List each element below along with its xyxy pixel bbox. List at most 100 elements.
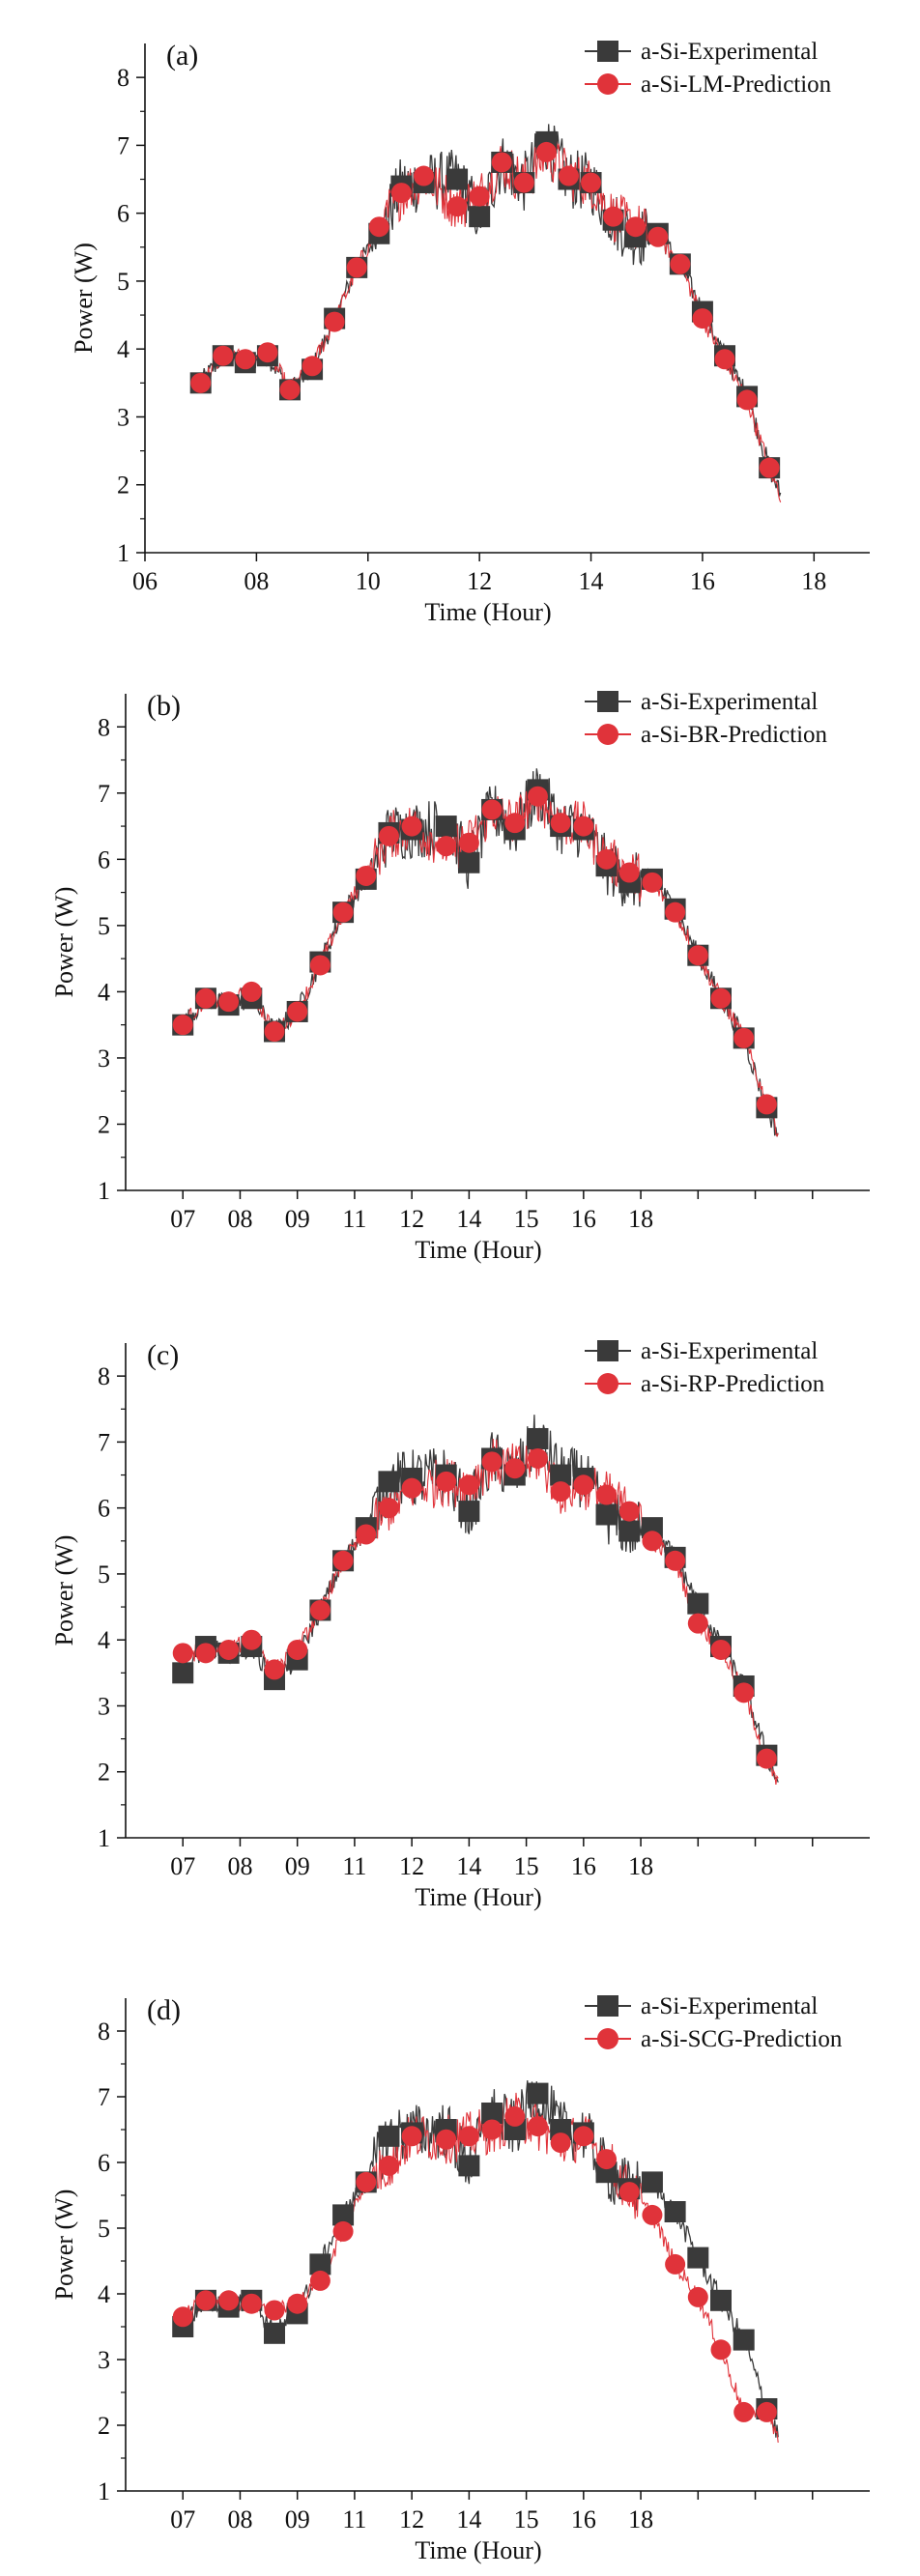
x-tick-label: 12 (399, 2505, 424, 2533)
experimental-marker (641, 2171, 663, 2193)
legend-label: a-Si-Experimental (641, 1338, 818, 1364)
prediction-marker (309, 1599, 331, 1620)
x-tick-label: 18 (628, 1852, 653, 1880)
y-tick-label: 2 (117, 472, 129, 500)
prediction-marker (535, 141, 557, 162)
experimental-marker (309, 2253, 331, 2275)
prediction-marker (241, 981, 262, 1002)
prediction-marker (287, 1639, 308, 1660)
prediction-marker (218, 1639, 240, 1660)
x-tick-label: 09 (285, 1205, 310, 1233)
prediction-marker (458, 2126, 479, 2147)
y-tick-label: 3 (98, 1045, 110, 1073)
y-axis-title: Power (W) (50, 2190, 78, 2301)
experimental-marker (595, 1503, 618, 1526)
prediction-trace (182, 1437, 779, 1785)
legend-label: a-Si-SCG-Prediction (641, 2026, 843, 2052)
x-tick-label: 12 (399, 1852, 424, 1880)
y-tick-label: 7 (98, 2083, 110, 2111)
prediction-marker (264, 2300, 285, 2321)
prediction-marker (324, 311, 345, 332)
legend-square-marker (597, 1340, 618, 1361)
prediction-marker (287, 1001, 308, 1022)
y-tick-label: 3 (98, 1692, 110, 1720)
prediction-marker (332, 1550, 354, 1571)
prediction-marker (733, 1682, 755, 1703)
prediction-marker (481, 1451, 503, 1473)
experimental-marker (664, 2201, 686, 2222)
prediction-marker (513, 172, 534, 193)
y-tick-label: 4 (98, 2280, 110, 2308)
prediction-marker (257, 342, 278, 363)
x-tick-label: 16 (571, 1852, 596, 1880)
prediction-marker (687, 945, 708, 966)
experimental-marker (458, 2155, 480, 2177)
prediction-marker (401, 1477, 422, 1499)
x-tick-label: 08 (244, 567, 269, 595)
prediction-marker (264, 1659, 285, 1680)
x-tick-label: 15 (514, 1852, 539, 1880)
y-tick-label: 4 (98, 978, 110, 1006)
prediction-marker (596, 2149, 618, 2170)
experimental-marker (733, 2329, 755, 2351)
y-tick-label: 6 (117, 200, 129, 228)
x-tick-label: 14 (456, 1852, 481, 1880)
experimental-marker (458, 851, 480, 873)
prediction-marker (736, 389, 758, 411)
prediction-marker (235, 349, 256, 370)
prediction-marker (241, 1629, 262, 1650)
prediction-marker (195, 1643, 216, 1664)
legend-label: a-Si-Experimental (641, 1993, 818, 2019)
prediction-marker (436, 2129, 457, 2150)
prediction-marker (527, 2116, 548, 2137)
legend-label: a-Si-Experimental (641, 689, 818, 715)
prediction-marker (390, 183, 412, 204)
prediction-marker (550, 813, 571, 834)
experimental-marker (378, 1471, 400, 1493)
prediction-marker (756, 1094, 777, 1115)
y-tick-label: 6 (98, 1495, 110, 1523)
prediction-marker (714, 349, 735, 370)
prediction-marker (573, 1474, 594, 1496)
prediction-marker (527, 786, 548, 807)
y-tick-label: 8 (98, 1362, 110, 1390)
prediction-marker (573, 816, 594, 837)
prediction-marker (264, 1021, 285, 1043)
x-tick-label: 07 (170, 1852, 195, 1880)
y-tick-label: 1 (117, 539, 129, 567)
prediction-marker (218, 991, 240, 1013)
y-axis-title: Power (W) (50, 887, 78, 998)
x-tick-label: 14 (456, 1205, 481, 1233)
y-tick-label: 8 (117, 64, 129, 92)
x-tick-label: 15 (514, 2505, 539, 2533)
y-tick-label: 8 (98, 713, 110, 741)
prediction-marker (378, 825, 399, 846)
legend-label: a-Si-RP-Prediction (641, 1371, 825, 1397)
experimental-marker (264, 2322, 285, 2344)
experimental-marker (687, 1592, 709, 1615)
y-tick-label: 8 (98, 2018, 110, 2046)
y-axis-title: Power (W) (70, 243, 98, 354)
prediction-marker (172, 1643, 193, 1664)
x-tick-label: 16 (571, 1205, 596, 1233)
prediction-marker (665, 2253, 686, 2275)
prediction-marker (665, 902, 686, 923)
prediction-marker (481, 799, 503, 820)
prediction-marker (309, 2270, 331, 2291)
prediction-marker (213, 345, 234, 366)
prediction-marker (356, 2171, 377, 2192)
prediction-marker (446, 196, 468, 217)
legend-label: a-Si-BR-Prediction (641, 722, 828, 748)
x-tick-label: 18 (628, 2505, 653, 2533)
x-tick-label: 14 (579, 567, 604, 595)
prediction-marker (710, 987, 732, 1009)
experimental-marker (172, 1662, 194, 1684)
prediction-marker (759, 457, 780, 478)
prediction-marker (642, 1531, 663, 1552)
y-tick-label: 5 (117, 268, 129, 296)
prediction-marker (401, 816, 422, 837)
prediction-marker (287, 2293, 308, 2314)
prediction-marker (642, 872, 663, 893)
